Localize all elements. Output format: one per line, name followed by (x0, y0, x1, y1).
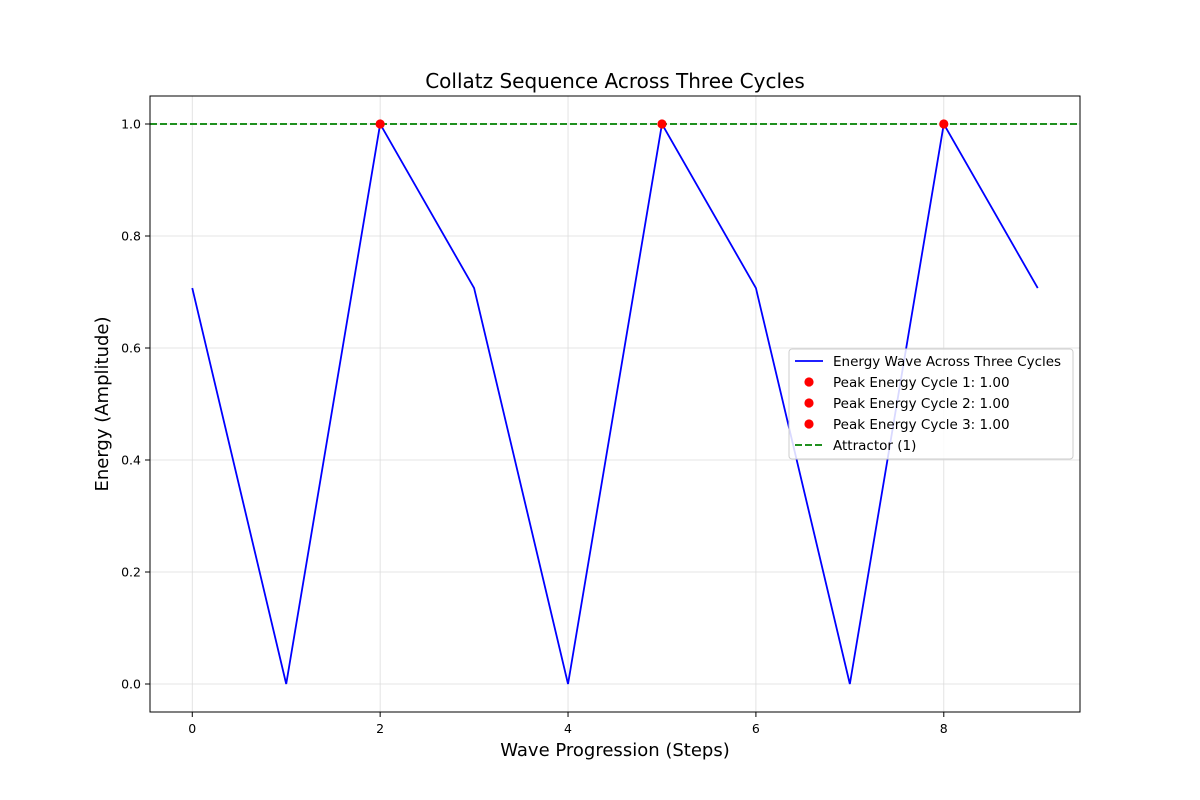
chart-title: Collatz Sequence Across Three Cycles (425, 69, 805, 93)
x-tick-label: 2 (376, 721, 384, 736)
y-tick-label: 0.8 (121, 229, 141, 244)
y-axis-title: Energy (Amplitude) (92, 316, 113, 491)
axis-ticks: 0 2 4 6 8 0.0 0.2 0.4 0.6 0.8 1.0 (121, 117, 948, 737)
legend-box (788, 348, 1074, 460)
y-tick-label: 1.0 (121, 117, 141, 132)
x-tick-label: 8 (940, 721, 948, 736)
legend-label-series: Energy Wave Across Three Cycles (833, 354, 1061, 370)
peak-marker-cycle-3 (939, 119, 949, 129)
plot-frame (149, 95, 1081, 713)
legend-swatch-dot (804, 419, 814, 429)
legend-swatch-dot (804, 377, 814, 387)
x-tick-label: 6 (752, 721, 760, 736)
x-tick-label: 4 (564, 721, 572, 736)
legend: Energy Wave Across Three Cycles Peak Ener… (788, 348, 1074, 460)
legend-label-peak-1: Peak Energy Cycle 1: 1.00 (833, 375, 1010, 391)
y-tick-label: 0.4 (121, 453, 141, 468)
x-tick-label: 0 (188, 721, 196, 736)
y-tick-label: 0.2 (121, 565, 141, 580)
legend-label-peak-3: Peak Energy Cycle 3: 1.00 (833, 417, 1010, 433)
legend-label-peak-2: Peak Energy Cycle 2: 1.00 (833, 396, 1010, 412)
peak-marker-cycle-2 (657, 119, 667, 129)
legend-swatch-dot (804, 398, 814, 408)
y-tick-label: 0.0 (121, 677, 141, 692)
y-tick-label: 0.6 (121, 341, 141, 356)
peak-markers (375, 119, 949, 129)
legend-label-attractor: Attractor (1) (833, 438, 916, 454)
x-axis-title: Wave Progression (Steps) (500, 740, 730, 761)
peak-marker-cycle-1 (375, 119, 385, 129)
